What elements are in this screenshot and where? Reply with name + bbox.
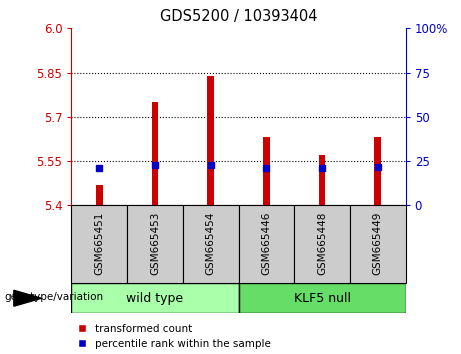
FancyBboxPatch shape [183, 205, 238, 283]
FancyBboxPatch shape [238, 283, 406, 313]
FancyBboxPatch shape [71, 205, 127, 283]
Text: GSM665451: GSM665451 [95, 212, 104, 275]
Legend: transformed count, percentile rank within the sample: transformed count, percentile rank withi… [77, 324, 271, 349]
Text: GSM665446: GSM665446 [261, 212, 272, 275]
Bar [374, 137, 381, 205]
Text: GSM665449: GSM665449 [373, 212, 383, 275]
Bar [263, 137, 270, 205]
Bar [319, 155, 325, 205]
Text: GSM665448: GSM665448 [317, 212, 327, 275]
Text: wild type: wild type [126, 292, 183, 305]
FancyBboxPatch shape [350, 205, 406, 283]
FancyBboxPatch shape [127, 205, 183, 283]
Bar [96, 185, 103, 205]
Text: GSM665454: GSM665454 [206, 212, 216, 275]
FancyBboxPatch shape [71, 283, 238, 313]
Text: genotype/variation: genotype/variation [5, 292, 104, 302]
Bar [207, 75, 214, 205]
Polygon shape [14, 290, 41, 306]
FancyBboxPatch shape [238, 205, 294, 283]
Text: KLF5 null: KLF5 null [294, 292, 351, 305]
Title: GDS5200 / 10393404: GDS5200 / 10393404 [160, 9, 317, 24]
FancyBboxPatch shape [294, 205, 350, 283]
Text: GSM665453: GSM665453 [150, 212, 160, 275]
Bar [152, 102, 159, 205]
